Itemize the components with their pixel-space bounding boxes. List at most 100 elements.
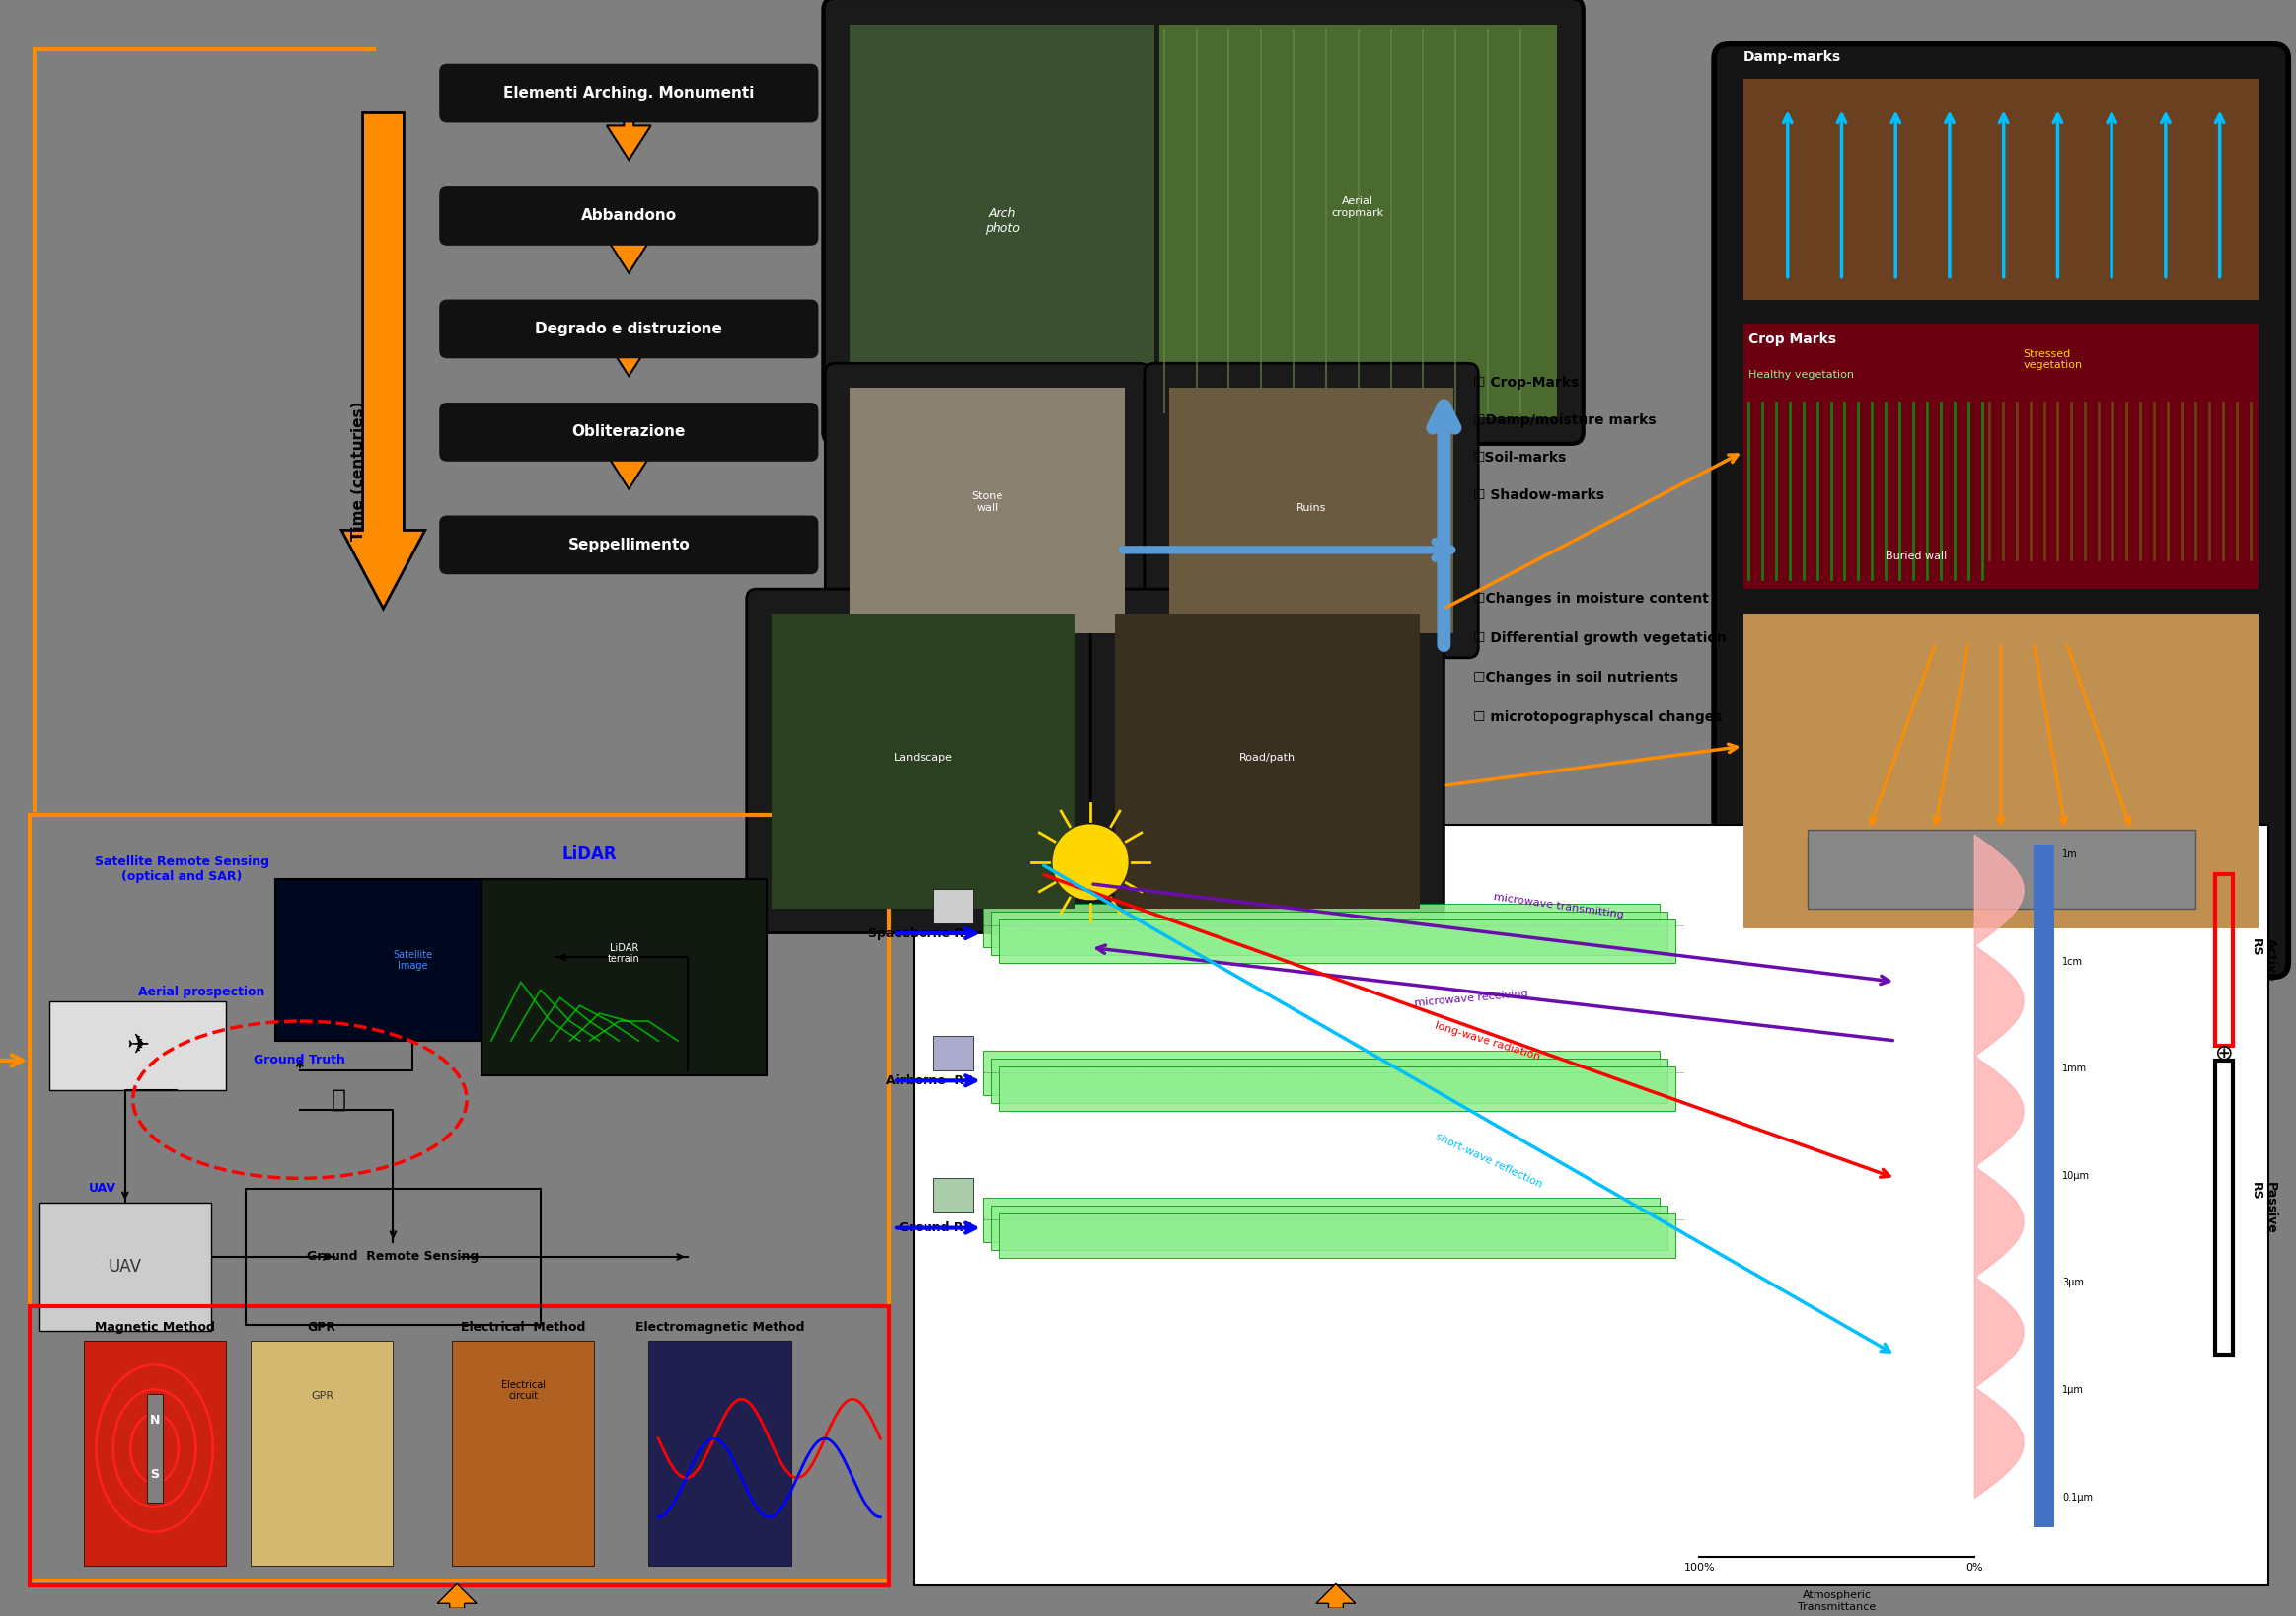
Text: 🧍: 🧍	[331, 1088, 347, 1112]
FancyBboxPatch shape	[439, 402, 817, 462]
Text: N: N	[149, 1414, 161, 1427]
Text: 100%: 100%	[1683, 1563, 1715, 1572]
FancyBboxPatch shape	[439, 63, 817, 123]
Text: Passive
RS: Passive RS	[2250, 1181, 2278, 1233]
Text: Abbandono: Abbandono	[581, 208, 677, 223]
Text: 1m: 1m	[2062, 850, 2078, 860]
Text: Atmospheric
Transmittance: Atmospheric Transmittance	[1798, 1590, 1876, 1613]
Text: 1mm: 1mm	[2062, 1063, 2087, 1073]
Text: Stone
wall: Stone wall	[971, 491, 1003, 512]
Text: ☐Soil-marks: ☐Soil-marks	[1474, 451, 1568, 464]
Text: Obliterazione: Obliterazione	[572, 425, 687, 440]
Polygon shape	[983, 1197, 1660, 1243]
Text: short-wave reflection: short-wave reflection	[1435, 1131, 1545, 1189]
Bar	[250, 1340, 393, 1566]
FancyBboxPatch shape	[1091, 590, 1444, 932]
Text: microwave receiving: microwave receiving	[1414, 989, 1529, 1008]
Text: 3μm: 3μm	[2062, 1278, 2085, 1288]
Bar	[932, 889, 974, 923]
Polygon shape	[999, 920, 1676, 963]
Text: Magnetic Method: Magnetic Method	[94, 1322, 216, 1333]
Bar	[30, 1306, 889, 1585]
Text: Aerial prospection: Aerial prospection	[138, 986, 264, 999]
Text: Ground  Remote Sensing: Ground Remote Sensing	[308, 1251, 480, 1264]
Bar	[771, 614, 1075, 908]
Bar	[1116, 614, 1419, 908]
Text: GPR: GPR	[308, 1322, 335, 1333]
Bar	[647, 1340, 790, 1566]
Bar	[147, 1395, 163, 1503]
Bar	[482, 879, 767, 1075]
Bar	[1743, 325, 2259, 590]
FancyBboxPatch shape	[439, 299, 817, 359]
FancyBboxPatch shape	[824, 364, 1150, 658]
Bar	[1743, 79, 2259, 299]
Text: UAV: UAV	[108, 1257, 142, 1275]
Text: ☐Changes in moisture content: ☐Changes in moisture content	[1474, 591, 1708, 606]
Text: Electrical  Method: Electrical Method	[461, 1322, 585, 1333]
Text: Stressed
vegetation: Stressed vegetation	[2023, 349, 2082, 370]
Polygon shape	[990, 1206, 1667, 1249]
Text: Ground RS: Ground RS	[900, 1222, 974, 1235]
Polygon shape	[990, 1058, 1667, 1102]
FancyArrow shape	[436, 1584, 478, 1608]
Text: Road/path: Road/path	[1240, 753, 1295, 763]
Text: Spaceborne RS: Spaceborne RS	[868, 928, 974, 941]
Text: ✈: ✈	[126, 1033, 149, 1060]
FancyBboxPatch shape	[439, 186, 817, 246]
FancyArrow shape	[606, 115, 652, 160]
FancyArrow shape	[606, 454, 652, 490]
Text: LiDAR
terrain: LiDAR terrain	[608, 942, 641, 965]
FancyArrow shape	[606, 238, 652, 273]
Text: LiDAR: LiDAR	[563, 845, 618, 863]
Bar	[83, 1340, 227, 1566]
Bar	[2032, 845, 2055, 1527]
Text: 0.1μm: 0.1μm	[2062, 1493, 2094, 1503]
Text: Degrado e distruzione: Degrado e distruzione	[535, 322, 723, 336]
Bar	[2216, 874, 2232, 1046]
Text: Ruins: Ruins	[1297, 503, 1327, 512]
Text: Aerial
cropmark: Aerial cropmark	[1332, 197, 1384, 218]
Text: ☐ Shadow-marks: ☐ Shadow-marks	[1474, 488, 1605, 503]
FancyBboxPatch shape	[746, 590, 1100, 932]
FancyBboxPatch shape	[1713, 44, 2289, 978]
Text: UAV: UAV	[90, 1181, 117, 1194]
FancyArrow shape	[606, 341, 652, 377]
Bar	[932, 1036, 974, 1070]
Text: ☐Changes in soil nutrients: ☐Changes in soil nutrients	[1474, 671, 1678, 685]
Text: ☐ microtopographyscal changes: ☐ microtopographyscal changes	[1474, 709, 1722, 724]
Text: ⊕: ⊕	[2216, 1044, 2234, 1063]
Text: long-wave radiation: long-wave radiation	[1435, 1021, 1543, 1062]
Text: Elementi Arching. Monumenti: Elementi Arching. Monumenti	[503, 86, 755, 100]
Text: Ground Truth: Ground Truth	[255, 1054, 347, 1067]
Text: Satellite Remote Sensing
(optical and SAR): Satellite Remote Sensing (optical and SA…	[94, 855, 269, 882]
Text: Active
RS: Active RS	[2250, 939, 2278, 981]
Bar	[1159, 24, 1557, 417]
Polygon shape	[999, 1214, 1676, 1257]
Bar	[30, 814, 889, 1580]
Bar	[850, 388, 1125, 633]
Text: Landscape: Landscape	[893, 753, 953, 763]
Text: ☐ Crop-Marks: ☐ Crop-Marks	[1474, 377, 1580, 389]
Text: Satellite
Image: Satellite Image	[393, 950, 432, 971]
Polygon shape	[990, 911, 1667, 955]
Polygon shape	[999, 1067, 1676, 1110]
Bar	[850, 24, 1155, 417]
Text: 1μm: 1μm	[2062, 1385, 2085, 1395]
FancyBboxPatch shape	[439, 516, 817, 574]
Bar	[914, 824, 2268, 1585]
Text: Electromagnetic Method: Electromagnetic Method	[636, 1322, 804, 1333]
Bar	[276, 879, 551, 1041]
Text: 0%: 0%	[1965, 1563, 1984, 1572]
Bar	[2216, 1060, 2232, 1356]
Text: 1cm: 1cm	[2062, 957, 2082, 966]
Bar	[452, 1340, 595, 1566]
Bar	[1807, 829, 2195, 908]
Bar	[39, 1202, 211, 1330]
Text: Buried wall: Buried wall	[1885, 551, 1947, 562]
FancyArrow shape	[342, 113, 425, 609]
Bar	[1743, 614, 2259, 928]
Text: 10μm: 10μm	[2062, 1172, 2089, 1181]
Text: Arch
photo: Arch photo	[985, 207, 1019, 234]
Text: Time (centuries): Time (centuries)	[351, 402, 365, 541]
